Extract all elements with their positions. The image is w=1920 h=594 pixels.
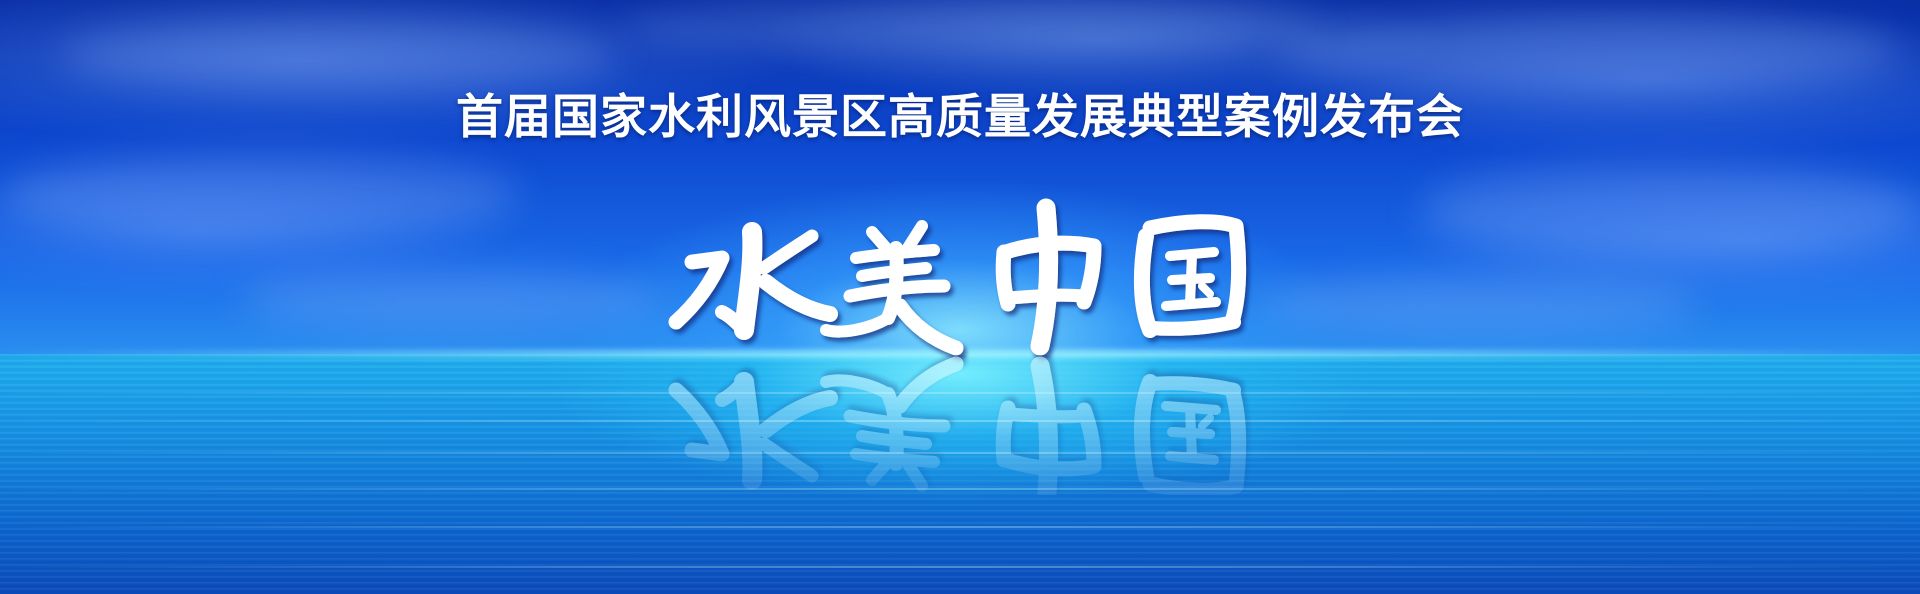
logo-char-guo [1142, 222, 1239, 330]
logo-char-zhong [1003, 208, 1094, 346]
logo-char-shui [676, 232, 830, 330]
logo-char-mei [826, 226, 956, 348]
logo-reflection [676, 364, 1239, 504]
